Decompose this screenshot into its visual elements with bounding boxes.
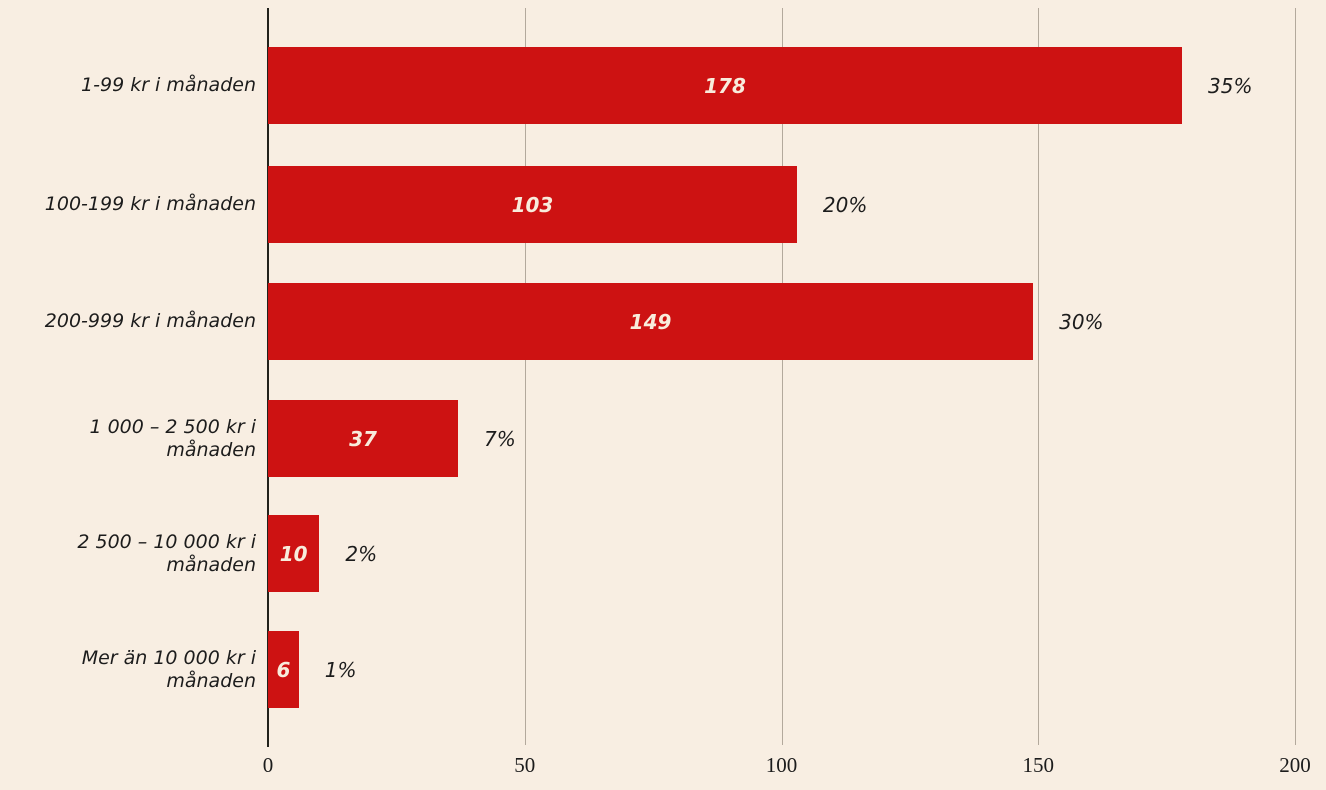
bar: 6	[268, 631, 299, 708]
category-label: 1-99 kr i månaden	[81, 74, 256, 97]
bar-value-label: 103	[511, 192, 554, 217]
category-label: Mer än 10 000 kr i månaden	[81, 646, 256, 692]
bar: 10	[268, 515, 320, 592]
bar-value-label: 178	[704, 73, 746, 98]
category-label: 100-199 kr i månaden	[44, 193, 256, 216]
y-axis-line	[267, 8, 269, 747]
x-tick-label: 50	[514, 753, 536, 777]
gridline	[1038, 8, 1040, 745]
bar-value-label: 149	[629, 309, 672, 334]
x-tick-label: 150	[1022, 753, 1055, 777]
x-tick-label: 0	[262, 753, 274, 777]
bar-value-label: 10	[279, 541, 308, 566]
bar-percent-label: 35%	[1208, 73, 1253, 98]
bar-percent-label: 2%	[345, 541, 378, 566]
category-label: 200-999 kr i månaden	[44, 310, 256, 333]
bar-value-label: 37	[349, 426, 377, 451]
category-label: 2 500 – 10 000 kr i månaden	[77, 530, 256, 576]
gridline	[781, 8, 783, 745]
x-tick-label: 200	[1279, 753, 1311, 777]
bar: 37	[268, 400, 458, 477]
gridline	[1295, 8, 1296, 745]
bar-percent-label: 7%	[483, 426, 516, 451]
x-tick-label: 100	[765, 753, 798, 777]
bar-percent-label: 20%	[822, 192, 868, 217]
bar-percent-label: 1%	[324, 657, 357, 682]
bar: 103	[268, 166, 797, 243]
bar-value-label: 6	[276, 657, 291, 682]
bar: 178	[268, 47, 1183, 124]
category-label: 1 000 – 2 500 kr i månaden	[89, 415, 256, 461]
bar: 149	[268, 283, 1034, 360]
gridline	[524, 8, 526, 745]
bar-percent-label: 30%	[1059, 309, 1104, 334]
